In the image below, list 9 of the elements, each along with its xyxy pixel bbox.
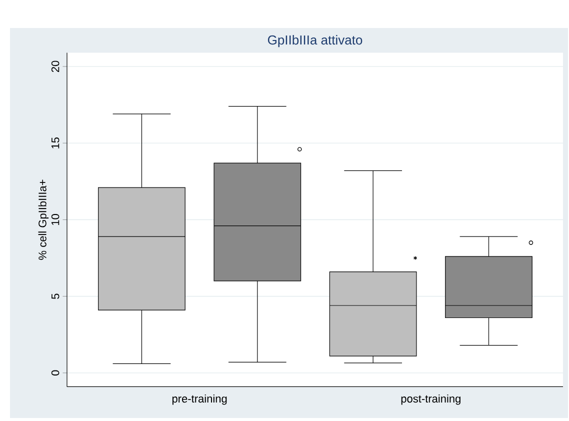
x-tick-label: pre-training (172, 394, 227, 405)
y-tick-label: 15 (52, 137, 60, 148)
x-tick-label: post-training (401, 394, 460, 405)
y-tick-label: 5 (52, 294, 60, 299)
y-tick-label: 0 (51, 370, 60, 376)
y-tick-label: 10 (51, 214, 60, 225)
y-tick-label: 20 (51, 60, 60, 72)
y-axis-title: % cell GpIIbIIIa+ (38, 180, 49, 260)
chart-title: GpIIbIIIa attivato (268, 35, 362, 48)
